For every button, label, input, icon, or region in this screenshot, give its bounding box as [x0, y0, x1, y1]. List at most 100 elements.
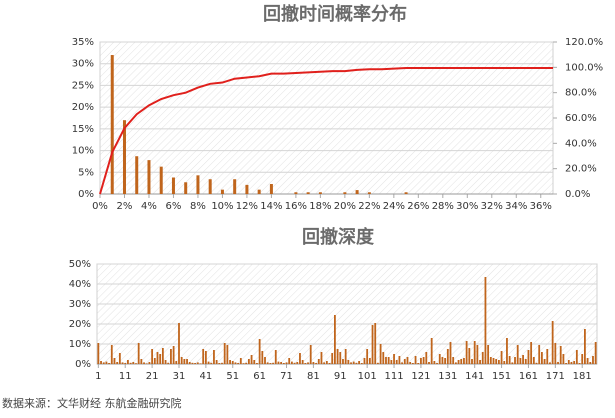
bar — [581, 354, 584, 364]
bar — [463, 358, 465, 364]
bar — [145, 363, 148, 364]
bar — [441, 357, 444, 364]
y-tick-label: 0% — [75, 359, 91, 370]
bar — [487, 345, 490, 364]
bar — [307, 362, 309, 364]
bar — [339, 352, 342, 364]
bar — [584, 329, 586, 364]
x-tick-label: 111 — [384, 371, 403, 382]
x-tick-label: 14% — [260, 201, 282, 212]
bar — [347, 360, 350, 364]
x-tick-label: 0% — [92, 201, 108, 212]
y-tick-label: 10% — [69, 339, 91, 350]
bar — [285, 362, 288, 364]
bar — [261, 351, 264, 364]
bar — [159, 354, 162, 364]
bar — [540, 352, 543, 364]
bar — [250, 355, 253, 364]
bar — [167, 362, 170, 364]
bar — [336, 349, 339, 364]
bar — [379, 344, 382, 364]
bar — [132, 362, 135, 364]
x-tick-label: 101 — [358, 371, 377, 382]
bar — [382, 352, 385, 364]
y-tick-label: 10% — [72, 146, 94, 157]
bar — [301, 360, 304, 364]
bar — [237, 363, 240, 364]
bar — [484, 277, 487, 364]
y2-tick-label: 0.0% — [565, 189, 590, 200]
y-tick-label: 35% — [72, 37, 94, 48]
bar — [97, 343, 100, 364]
x-tick-label: 41 — [200, 371, 213, 382]
x-tick-label: 34% — [505, 201, 527, 212]
bar — [420, 358, 422, 364]
bar — [481, 352, 484, 364]
bar — [516, 345, 519, 364]
bar — [129, 362, 132, 364]
x-tick-label: 36% — [530, 201, 552, 212]
bar — [143, 362, 145, 364]
bar — [433, 361, 436, 364]
bar — [312, 362, 315, 364]
bar — [280, 362, 283, 364]
bar — [299, 353, 301, 364]
x-tick-label: 22% — [358, 201, 380, 212]
bar — [344, 349, 347, 364]
x-tick-label: 91 — [334, 371, 347, 382]
x-tick-label: 11 — [119, 371, 132, 382]
bar — [468, 348, 471, 364]
bar — [460, 359, 463, 364]
bar — [196, 175, 200, 194]
bar — [409, 362, 412, 364]
bar — [124, 363, 127, 364]
y-tick-label: 5% — [78, 167, 94, 178]
bar — [199, 363, 202, 364]
bar — [122, 120, 126, 194]
bar — [500, 351, 503, 364]
bar — [524, 359, 527, 364]
plot-area — [96, 263, 598, 365]
x-tick-label: 20% — [334, 201, 356, 212]
x-tick-label: 51 — [226, 371, 239, 382]
y2-tick-label: 80.0% — [565, 88, 597, 99]
y2-tick-label: 60.0% — [565, 113, 597, 124]
bar — [304, 363, 307, 364]
x-tick-label: 121 — [411, 371, 430, 382]
bar — [406, 357, 409, 364]
bar — [514, 357, 516, 364]
bar — [589, 362, 592, 364]
y-tick-label: 30% — [72, 59, 94, 70]
x-tick-label: 61 — [253, 371, 266, 382]
y-tick-label: 15% — [72, 124, 94, 135]
bar — [454, 362, 457, 364]
bar — [358, 361, 360, 364]
bar — [116, 362, 119, 364]
x-tick-label: 81 — [307, 371, 320, 382]
bar — [489, 357, 492, 364]
bar — [229, 360, 231, 364]
bar — [269, 363, 272, 364]
bar — [355, 190, 359, 194]
bar — [387, 357, 390, 364]
bar — [360, 363, 363, 364]
bar — [331, 353, 334, 364]
bar — [417, 363, 420, 364]
x-tick-label: 32% — [481, 201, 503, 212]
y-tick-label: 25% — [72, 80, 94, 91]
bar — [527, 350, 530, 364]
y2-tick-label: 40.0% — [565, 138, 597, 149]
bar — [522, 355, 524, 364]
bar — [164, 360, 167, 364]
bar — [204, 351, 207, 364]
bar — [506, 338, 508, 364]
bar — [210, 362, 213, 364]
bar — [575, 350, 578, 364]
bar — [367, 192, 371, 194]
bar — [519, 358, 522, 364]
bar — [207, 361, 210, 364]
bar — [390, 360, 393, 364]
bar — [592, 356, 594, 364]
bar — [175, 361, 178, 364]
